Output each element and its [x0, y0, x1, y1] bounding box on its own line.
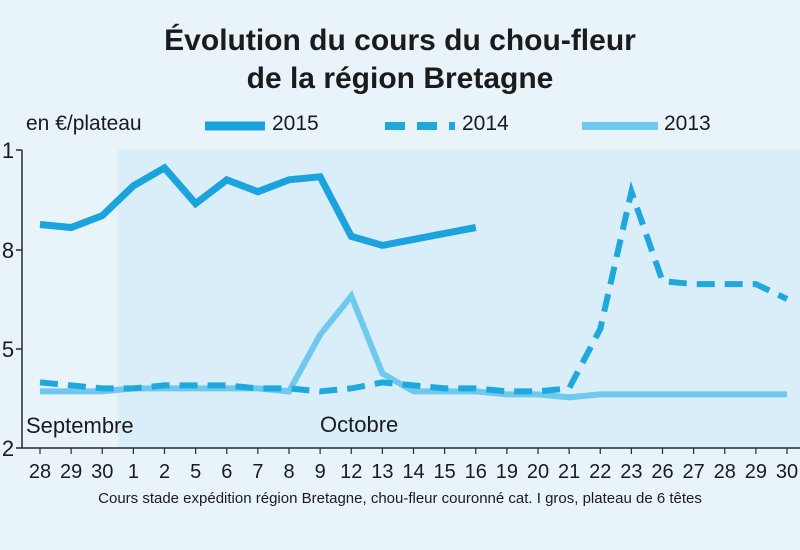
x-tick-label-6: 6	[221, 461, 232, 483]
month-label-octobre: Octobre	[320, 412, 398, 437]
x-tick-label-7: 7	[252, 461, 263, 483]
source-note: Cours stade expédition région Bretagne, …	[98, 490, 702, 507]
chart-title-line-2: de la région Bretagne	[246, 62, 554, 95]
x-tick-label-18: 22	[589, 461, 611, 483]
plot-band-september	[22, 150, 118, 448]
legend-label-2014: 2014	[462, 112, 509, 135]
x-tick-label-4: 2	[159, 461, 170, 483]
series-line-2015	[39, 163, 477, 249]
chart-title-line-1: Évolution du cours du chou-fleur	[164, 24, 636, 57]
x-tick-label-12: 14	[402, 461, 424, 483]
legend-label-2013: 2013	[664, 112, 711, 135]
x-tick-label-16: 20	[527, 461, 549, 483]
month-label-septembre: Septembre	[26, 413, 134, 438]
x-tick-label-1: 29	[60, 461, 82, 483]
x-tick-label-22: 28	[714, 461, 736, 483]
x-tick-label-19: 23	[620, 461, 642, 483]
x-tick-label-10: 12	[340, 461, 362, 483]
x-tick-label-15: 19	[496, 461, 518, 483]
x-tick-label-9: 9	[315, 461, 326, 483]
y-tick-label-0: 1	[2, 138, 14, 163]
x-tick-label-13: 15	[434, 461, 456, 483]
x-tick-label-0: 28	[29, 461, 51, 483]
x-tick-label-8: 8	[283, 461, 294, 483]
y-tick-label-2: 5	[2, 337, 14, 362]
x-tick-label-14: 16	[465, 461, 487, 483]
x-tick-label-24: 30	[776, 461, 798, 483]
unit-label: en €/plateau	[26, 112, 142, 135]
plot-area	[22, 150, 800, 448]
x-tick-label-2: 30	[91, 461, 113, 483]
legend-label-2015: 2015	[272, 112, 319, 135]
x-tick-label-5: 5	[190, 461, 201, 483]
y-tick-label-3: 2	[2, 436, 14, 461]
x-tick-label-11: 13	[371, 461, 393, 483]
x-tick-label-20: 26	[651, 461, 673, 483]
x-tick-label-23: 29	[745, 461, 767, 483]
chart-title: Évolution du cours du chou-fleur de la r…	[0, 22, 800, 98]
y-tick-label-1: 8	[2, 238, 14, 263]
x-tick-label-3: 1	[128, 461, 139, 483]
x-tick-label-17: 21	[558, 461, 580, 483]
x-tick-label-21: 27	[683, 461, 705, 483]
series-line-2014	[39, 180, 789, 395]
